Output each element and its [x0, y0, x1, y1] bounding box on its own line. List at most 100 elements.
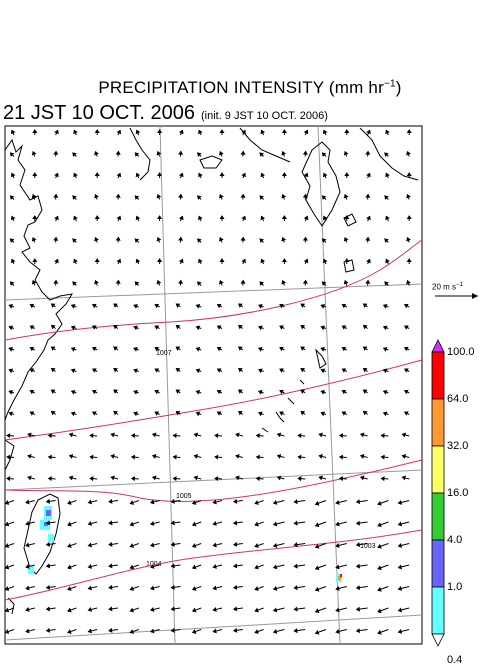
wind-arrow — [68, 608, 76, 612]
wind-arrow — [136, 259, 139, 264]
wind-arrow — [74, 173, 77, 178]
wind-arrow — [274, 501, 285, 505]
wind-arrow — [180, 259, 183, 264]
wind-arrow — [407, 238, 410, 243]
colorbar-label: 64.0 — [447, 393, 468, 405]
wind-arrow — [381, 434, 388, 437]
wind-arrow — [30, 369, 34, 372]
wind-arrow — [93, 390, 97, 393]
wind-arrow — [193, 630, 201, 634]
precip-cell — [340, 574, 342, 577]
wind-arrow — [10, 282, 14, 286]
wind-arrow — [173, 434, 180, 437]
wind-arrow — [10, 239, 14, 243]
wind-arrow — [215, 434, 222, 437]
wind-arrow — [361, 433, 368, 436]
wind-arrow — [132, 456, 139, 459]
wind-arrow — [135, 282, 139, 286]
wind-arrow — [88, 501, 97, 504]
wind-arrow — [259, 412, 264, 415]
wind-arrow — [6, 630, 14, 634]
wind-arrow — [213, 565, 222, 568]
wind-arrow — [321, 391, 326, 394]
wind-arrow — [294, 522, 305, 525]
wind-arrow — [213, 587, 222, 590]
wind-arrow — [157, 281, 160, 286]
wind-arrow — [158, 216, 161, 221]
wind-arrow — [399, 544, 410, 548]
wind-arrow — [151, 501, 160, 504]
wind-arrow — [405, 326, 409, 329]
wind-arrow — [367, 259, 370, 264]
wind-arrow — [10, 153, 14, 157]
wind-arrow — [193, 608, 201, 612]
wind-arrow — [155, 412, 159, 415]
wind-arrow — [95, 195, 98, 200]
wind-arrow — [68, 587, 76, 591]
wind-arrow — [173, 456, 180, 459]
wind-arrow — [73, 239, 77, 243]
wind-arrow — [220, 152, 223, 157]
coastline-taiwan — [24, 494, 60, 574]
wind-arrow — [153, 476, 160, 479]
wind-arrow — [114, 369, 118, 372]
wind-arrow — [357, 586, 368, 589]
isobar-line — [5, 240, 422, 340]
wind-arrow — [55, 173, 58, 178]
wind-arrow — [114, 304, 118, 307]
wind-arrow — [118, 173, 121, 178]
coastline-china — [5, 140, 72, 420]
wind-arrow — [199, 173, 202, 178]
wind-arrow — [109, 607, 118, 610]
wind-arrow — [260, 196, 264, 200]
wind-arrow — [321, 326, 326, 329]
wind-arrow — [344, 195, 347, 200]
wind-arrow — [294, 586, 305, 589]
wind-arrow — [220, 195, 223, 200]
wind-arrow — [386, 130, 389, 135]
wind-arrow — [278, 433, 285, 436]
wind-arrow — [114, 347, 118, 350]
colorbar-label: 4.0 — [447, 534, 462, 546]
wind-arrow — [155, 326, 159, 329]
wind-arrow — [213, 522, 222, 525]
wind-arrow — [280, 369, 284, 372]
wind-arrow — [218, 390, 222, 393]
wind-arrow — [342, 347, 346, 350]
wind-arrow — [321, 348, 326, 351]
wind-arrow — [72, 326, 77, 329]
colorbar-segment — [432, 399, 444, 446]
wind-arrow — [324, 130, 327, 135]
wind-arrow — [364, 326, 368, 329]
wind-arrow — [241, 195, 244, 200]
wind-arrow — [176, 304, 180, 307]
wind-arrow — [179, 152, 182, 157]
wind-arrow — [9, 391, 14, 394]
wind-arrow — [193, 587, 201, 591]
wind-arrow — [73, 282, 77, 286]
latitude-line — [5, 470, 422, 490]
wind-arrow — [151, 587, 160, 590]
wind-arrow — [399, 522, 410, 526]
wind-arrow — [26, 522, 35, 525]
wind-arrow — [194, 433, 201, 436]
wind-arrow — [52, 326, 56, 329]
wind-arrow — [283, 259, 286, 264]
wind-arrow — [305, 259, 308, 264]
chart-title: PRECIPITATION INTENSITY (mm hr−1) — [0, 78, 500, 98]
colorbar-label: 16.0 — [447, 487, 468, 499]
wind-arrow — [72, 412, 77, 415]
colorbar-segment — [432, 587, 444, 634]
wind-arrow — [118, 259, 121, 264]
wind-arrow — [259, 305, 264, 308]
wind-arrow — [193, 565, 201, 569]
wind-arrow — [367, 130, 370, 135]
wind-arrow — [109, 521, 118, 524]
wind-arrow — [117, 281, 120, 286]
wind-arrow — [52, 390, 56, 393]
wind-arrow — [274, 630, 285, 634]
wind-arrow — [298, 434, 305, 437]
wind-arrow — [72, 305, 77, 308]
wind-arrow — [134, 369, 139, 372]
wind-arrow — [26, 587, 35, 590]
